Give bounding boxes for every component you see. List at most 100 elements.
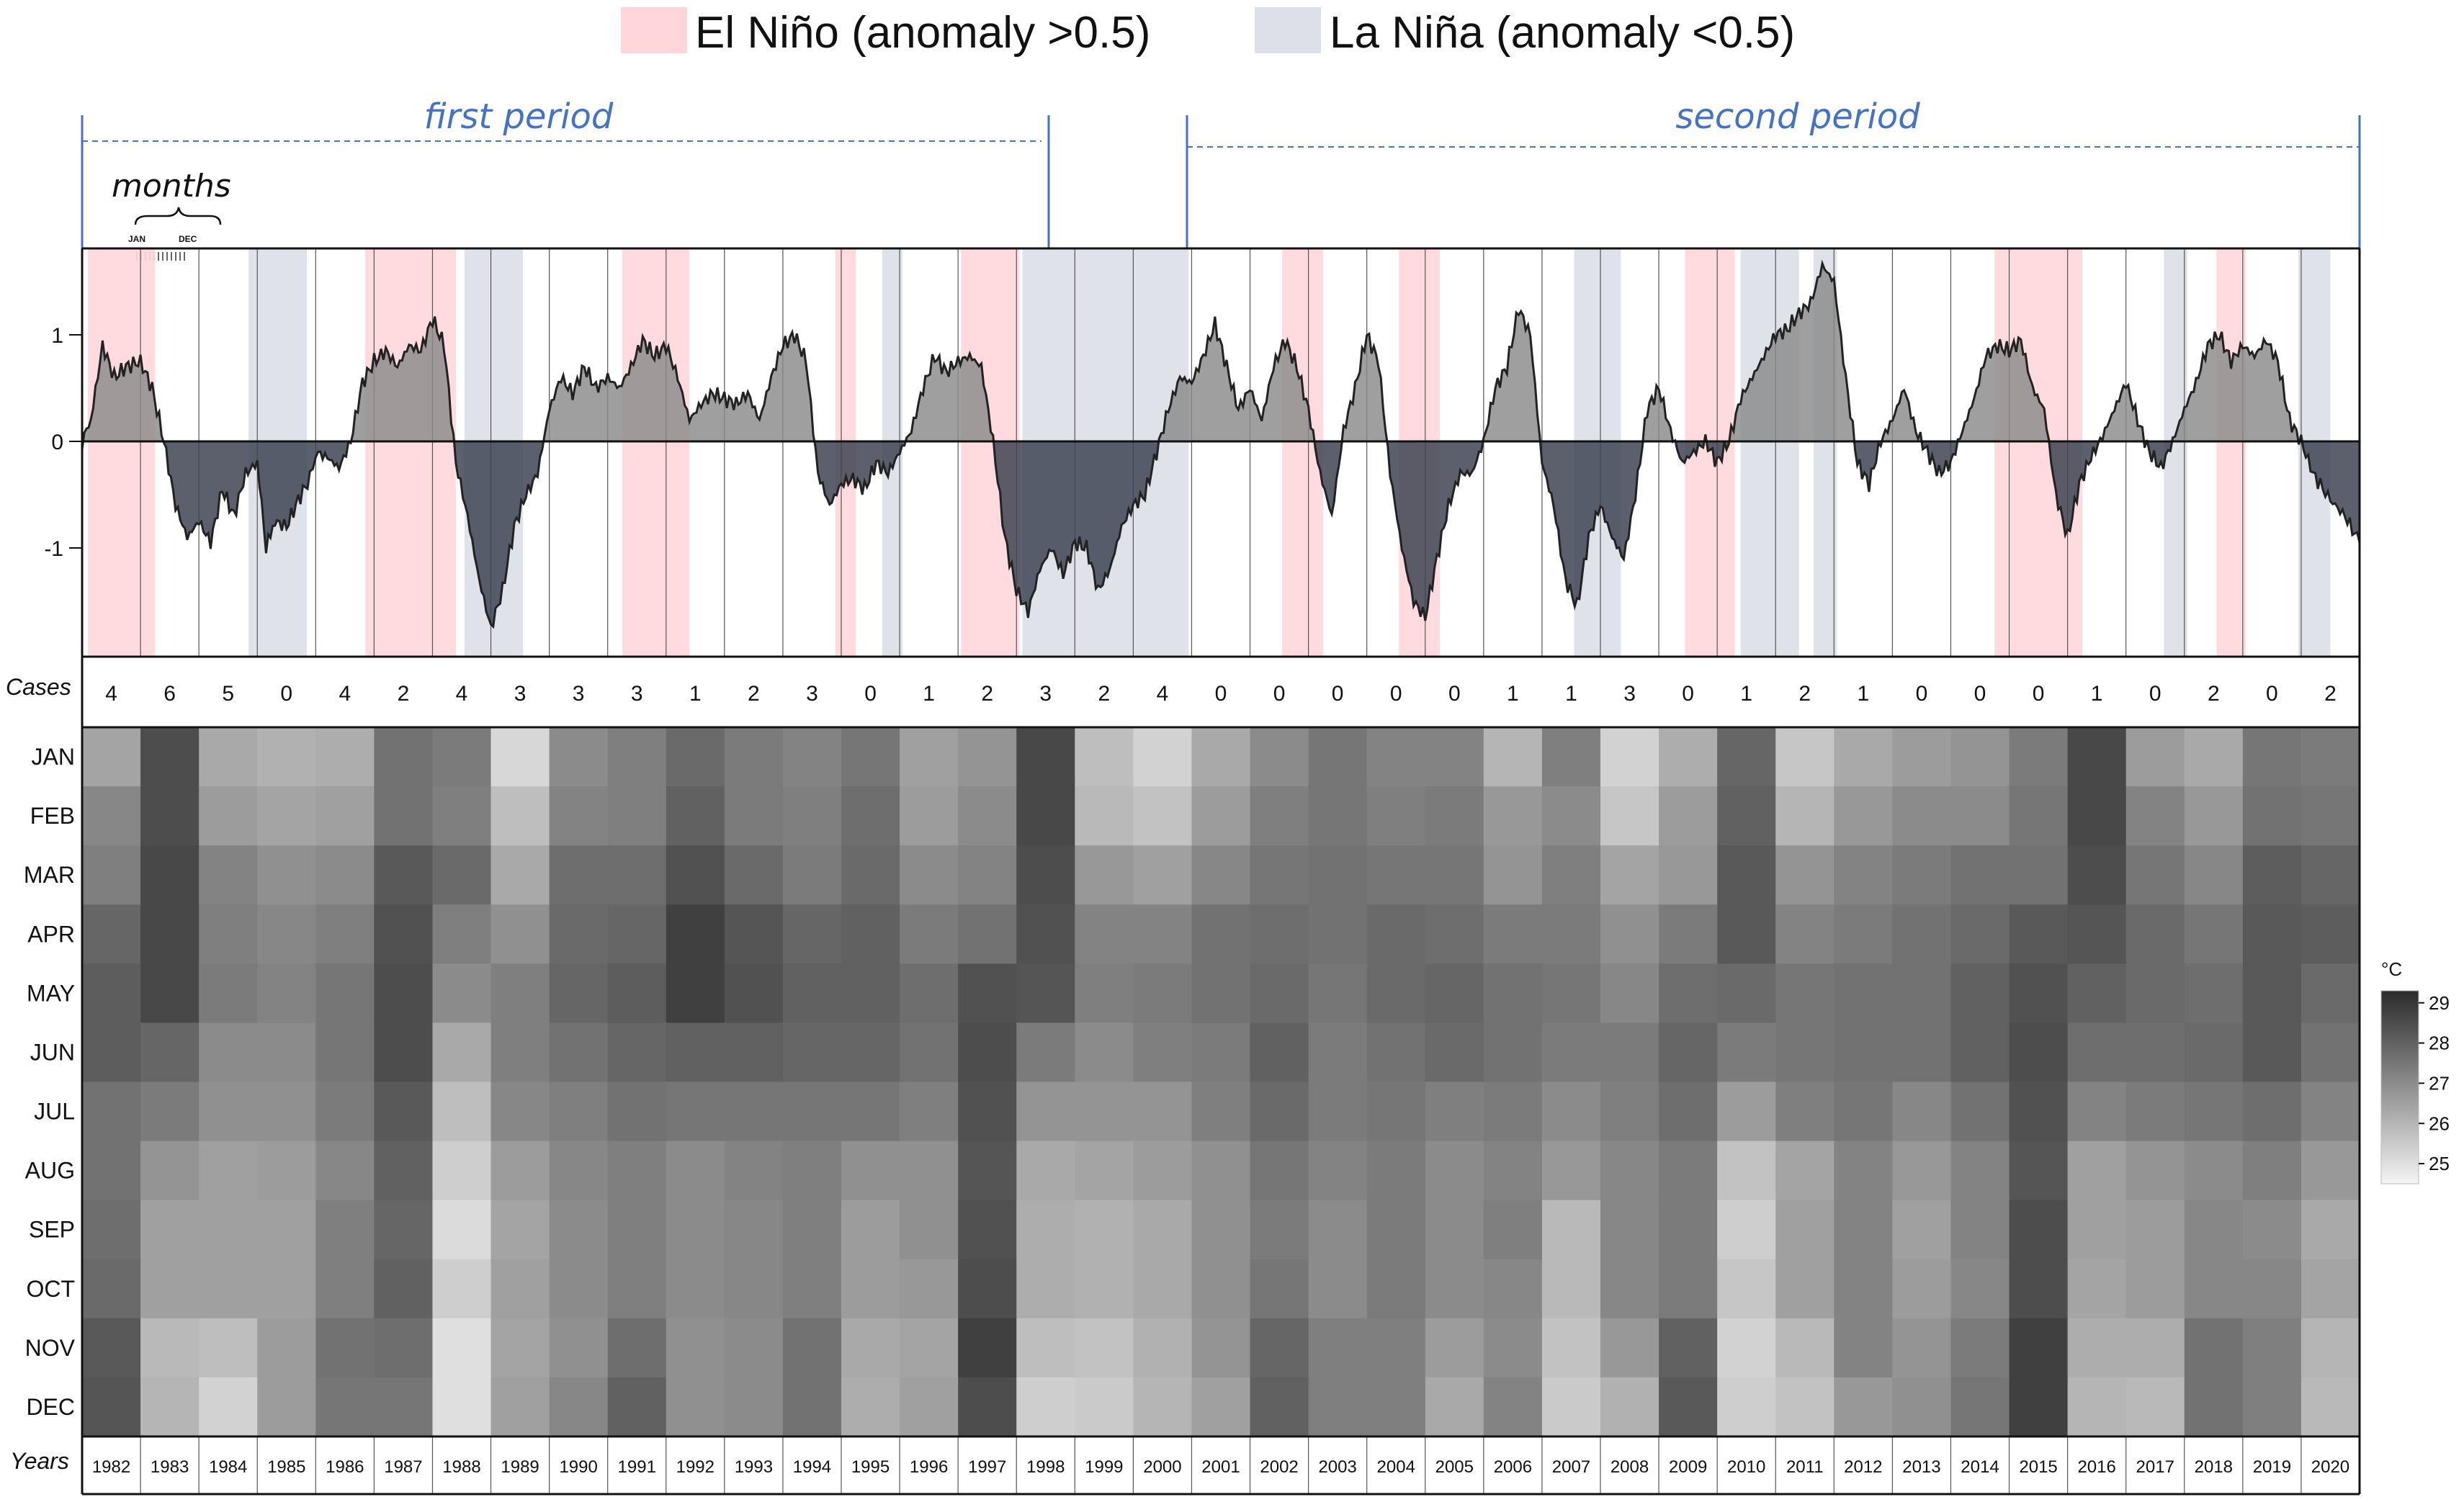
heatmap-cell <box>1133 1200 1193 1260</box>
heatmap-cell <box>1834 1200 1893 1260</box>
heatmap-cell <box>1308 963 1368 1024</box>
heatmap-cell <box>1366 727 1426 787</box>
cases-value: 0 <box>2266 682 2278 706</box>
heatmap-cell <box>1133 727 1193 787</box>
heatmap-cell <box>140 1081 200 1142</box>
heatmap-cell <box>900 904 959 964</box>
heatmap-cell <box>607 786 667 846</box>
heatmap-cell <box>1016 1200 1075 1260</box>
anomaly-positive-area <box>82 263 2360 441</box>
heatmap-cell <box>900 786 959 846</box>
heatmap-cell <box>1950 786 2010 846</box>
heatmap-cell <box>1366 1200 1426 1260</box>
heatmap-cell <box>900 845 959 905</box>
year-label: 2005 <box>1435 1457 1474 1477</box>
heatmap-cell <box>140 904 200 964</box>
heatmap-cell <box>607 1200 667 1260</box>
heatmap-cell <box>1483 1022 1543 1083</box>
heatmap-month-label: OCT <box>26 1276 75 1302</box>
heatmap-cell <box>2242 845 2302 905</box>
heatmap-cell <box>900 1022 959 1083</box>
heatmap-cell <box>1950 727 2010 787</box>
heatmap-month-label: JUN <box>30 1039 75 1065</box>
heatmap-cell <box>607 1022 667 1083</box>
heatmap-cell <box>82 904 141 964</box>
months-dec-label: DEC <box>179 234 197 244</box>
heatmap-cell <box>1308 1318 1368 1378</box>
heatmap-cell <box>315 1377 375 1437</box>
heatmap-cell <box>1366 1377 1426 1437</box>
heatmap-cell <box>549 1318 609 1378</box>
heatmap-month-label: JAN <box>32 744 75 770</box>
anomaly-panel: 1 0 -1 <box>44 248 2361 1494</box>
heatmap-cell <box>1366 1259 1426 1319</box>
heatmap-cell <box>140 786 200 846</box>
heatmap-cell <box>1191 727 1251 787</box>
heatmap-cell <box>2125 845 2185 905</box>
heatmap-cell <box>2184 1141 2244 1201</box>
year-label: 2009 <box>1669 1457 1707 1477</box>
heatmap-cell <box>82 1022 141 1083</box>
anomaly-negative-area <box>82 441 2360 627</box>
heatmap-cell <box>1834 963 1893 1024</box>
heatmap-cell <box>2184 1259 2244 1319</box>
heatmap-cell <box>900 1259 959 1319</box>
heatmap-cell <box>1892 1200 1952 1260</box>
heatmap-cell <box>315 1259 375 1319</box>
heatmap-month-label: AUG <box>25 1158 75 1184</box>
heatmap-cell <box>1541 1081 1601 1142</box>
heatmap-cell <box>1950 1377 2010 1437</box>
heatmap-cell <box>1950 1141 2010 1201</box>
heatmap-cell <box>1892 1081 1952 1142</box>
heatmap-cell <box>1075 786 1134 846</box>
heatmap-cell <box>1892 1022 1952 1083</box>
heatmap-cell <box>1308 845 1368 905</box>
heatmap-cell <box>1541 845 1601 905</box>
heatmap-cell <box>1600 904 1659 964</box>
heatmap-cell <box>315 845 375 905</box>
heatmap-cell <box>490 1377 550 1437</box>
heatmap-cell <box>140 1200 200 1260</box>
heatmap-cell <box>666 786 725 846</box>
heatmap-cell <box>607 904 667 964</box>
heatmap-cell <box>1775 1318 1834 1378</box>
heatmap-cell <box>1483 963 1543 1024</box>
heatmap-cell <box>490 1022 550 1083</box>
heatmap-cell <box>257 904 316 964</box>
heatmap-cell <box>1366 845 1426 905</box>
heatmap-month-label: MAY <box>27 980 75 1006</box>
heatmap-cell <box>1541 1022 1601 1083</box>
heatmap-cell <box>2242 727 2302 787</box>
heatmap-cell <box>1308 1200 1368 1260</box>
heatmap-month-label: MAR <box>24 862 75 888</box>
colorbar-ticks: 29 28 27 26 25 <box>2419 992 2450 1174</box>
heatmap-cell <box>2125 963 2185 1024</box>
heatmap-cell <box>1892 1259 1952 1319</box>
heatmap-cell <box>1016 786 1075 846</box>
heatmap-cell <box>1659 963 1718 1024</box>
heatmap-cell <box>607 1141 667 1201</box>
heatmap-cell <box>2067 1081 2127 1142</box>
heatmap-cell <box>1541 1259 1601 1319</box>
heatmap-cell <box>841 1377 900 1437</box>
heatmap-cell <box>490 845 550 905</box>
year-label: 1998 <box>1026 1457 1065 1477</box>
heatmap-cell <box>782 845 842 905</box>
year-label: 1997 <box>968 1457 1006 1477</box>
cases-value: 2 <box>981 682 993 706</box>
heatmap-cell <box>2125 1022 2185 1083</box>
heatmap-cell <box>140 1141 200 1201</box>
heatmap-cell <box>1892 1141 1952 1201</box>
legend: El Niño (anomaly >0.5) La Niña (anomaly … <box>621 7 1795 58</box>
heatmap-cell <box>607 1318 667 1378</box>
heatmap-cell <box>1075 1318 1134 1378</box>
heatmap-cell <box>82 786 141 846</box>
heatmap-cell <box>2125 1141 2185 1201</box>
heatmap-cell <box>724 1141 784 1201</box>
heatmap-cell <box>549 1022 609 1083</box>
heatmap-cell <box>1250 1377 1309 1437</box>
heatmap-cell <box>374 1022 434 1083</box>
heatmap-cell <box>2009 1377 2069 1437</box>
heatmap-cell <box>82 1259 141 1319</box>
heatmap-cell <box>1483 1377 1543 1437</box>
